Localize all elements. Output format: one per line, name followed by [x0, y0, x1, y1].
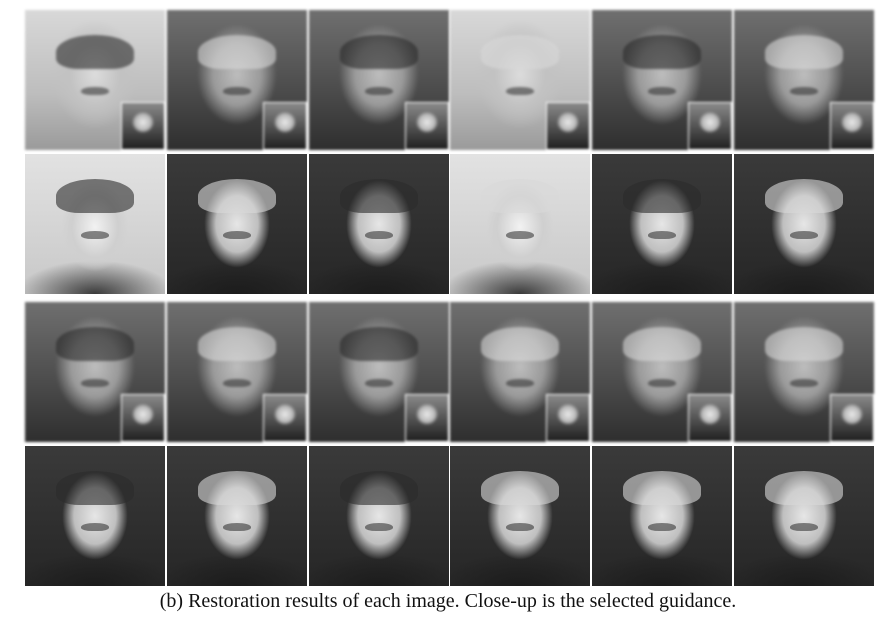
degraded-face-photo: [450, 10, 591, 150]
hair-shape: [764, 35, 843, 70]
mustache-shape: [648, 87, 677, 96]
hair-shape: [56, 327, 134, 362]
restored-face-photo: [308, 446, 449, 586]
hair-shape: [56, 35, 134, 70]
hair-shape: [764, 471, 843, 506]
mustache-shape: [222, 379, 251, 388]
degraded-face-photo: [166, 302, 307, 442]
restored-face-photo: [592, 154, 733, 294]
mustache-shape: [506, 87, 535, 96]
hair-shape: [623, 179, 702, 214]
mustache-shape: [222, 523, 251, 532]
hair-shape: [197, 327, 276, 362]
mustache-shape: [789, 523, 818, 532]
hair-shape: [197, 179, 276, 214]
restored-face-photo: [733, 154, 874, 294]
mustache-shape: [506, 231, 535, 240]
degraded-face-photo: [308, 10, 449, 150]
mustache-shape: [648, 231, 677, 240]
restored-face-photo: [450, 446, 591, 586]
guidance-closeup-inset: [546, 102, 591, 150]
guidance-closeup-inset: [688, 394, 733, 442]
hair-shape: [764, 327, 843, 362]
degraded-face-photo: [166, 10, 307, 150]
mustache-shape: [364, 379, 393, 388]
hair-shape: [481, 327, 560, 362]
restored-face-photo: [450, 154, 591, 294]
hair-shape: [623, 35, 702, 70]
restored-face-photo: [25, 446, 165, 586]
hair-shape: [623, 327, 702, 362]
mustache-shape: [364, 87, 393, 96]
mustache-shape: [506, 523, 535, 532]
restoration-figure: [25, 10, 874, 586]
mustache-shape: [222, 231, 251, 240]
guidance-closeup-inset: [404, 102, 449, 150]
mustache-shape: [81, 87, 109, 96]
mustache-shape: [81, 231, 109, 240]
guidance-closeup-inset: [688, 102, 733, 150]
mustache-shape: [506, 379, 535, 388]
guidance-closeup-inset: [262, 102, 307, 150]
degraded-face-photo: [592, 10, 733, 150]
degraded-face-photo: [733, 10, 874, 150]
mustache-shape: [789, 231, 818, 240]
restored-face-photo: [592, 446, 733, 586]
hair-shape: [56, 179, 134, 214]
degraded-face-photo: [733, 302, 874, 442]
hair-shape: [339, 327, 418, 362]
mustache-shape: [648, 379, 677, 388]
mustache-shape: [364, 231, 393, 240]
mustache-shape: [648, 523, 677, 532]
hair-shape: [197, 35, 276, 70]
restored-face-photo: [25, 154, 165, 294]
mustache-shape: [364, 523, 393, 532]
hair-shape: [481, 471, 560, 506]
restored-face-photo: [166, 154, 307, 294]
figure-group-bottom: [25, 302, 874, 586]
degraded-face-photo: [25, 10, 165, 150]
degraded-face-photo: [450, 302, 591, 442]
degraded-face-photo: [25, 302, 165, 442]
guidance-closeup-inset: [829, 102, 874, 150]
guidance-closeup-inset: [121, 394, 165, 442]
guidance-closeup-inset: [121, 102, 165, 150]
hair-shape: [481, 179, 560, 214]
guidance-closeup-inset: [829, 394, 874, 442]
mustache-shape: [222, 87, 251, 96]
hair-shape: [56, 471, 134, 506]
mustache-shape: [789, 379, 818, 388]
mustache-shape: [81, 379, 109, 388]
restored-face-photo: [733, 446, 874, 586]
guidance-closeup-inset: [404, 394, 449, 442]
hair-shape: [339, 179, 418, 214]
guidance-closeup-inset: [546, 394, 591, 442]
hair-shape: [764, 179, 843, 214]
hair-shape: [339, 471, 418, 506]
hair-shape: [623, 471, 702, 506]
hair-shape: [339, 35, 418, 70]
figure-group-top: [25, 10, 874, 294]
restored-face-photo: [166, 446, 307, 586]
degraded-face-photo: [592, 302, 733, 442]
mustache-shape: [789, 87, 818, 96]
hair-shape: [197, 471, 276, 506]
mustache-shape: [81, 523, 109, 532]
hair-shape: [481, 35, 560, 70]
restored-face-photo: [308, 154, 449, 294]
figure-caption: (b) Restoration results of each image. C…: [159, 590, 737, 612]
guidance-closeup-inset: [262, 394, 307, 442]
degraded-face-photo: [308, 302, 449, 442]
